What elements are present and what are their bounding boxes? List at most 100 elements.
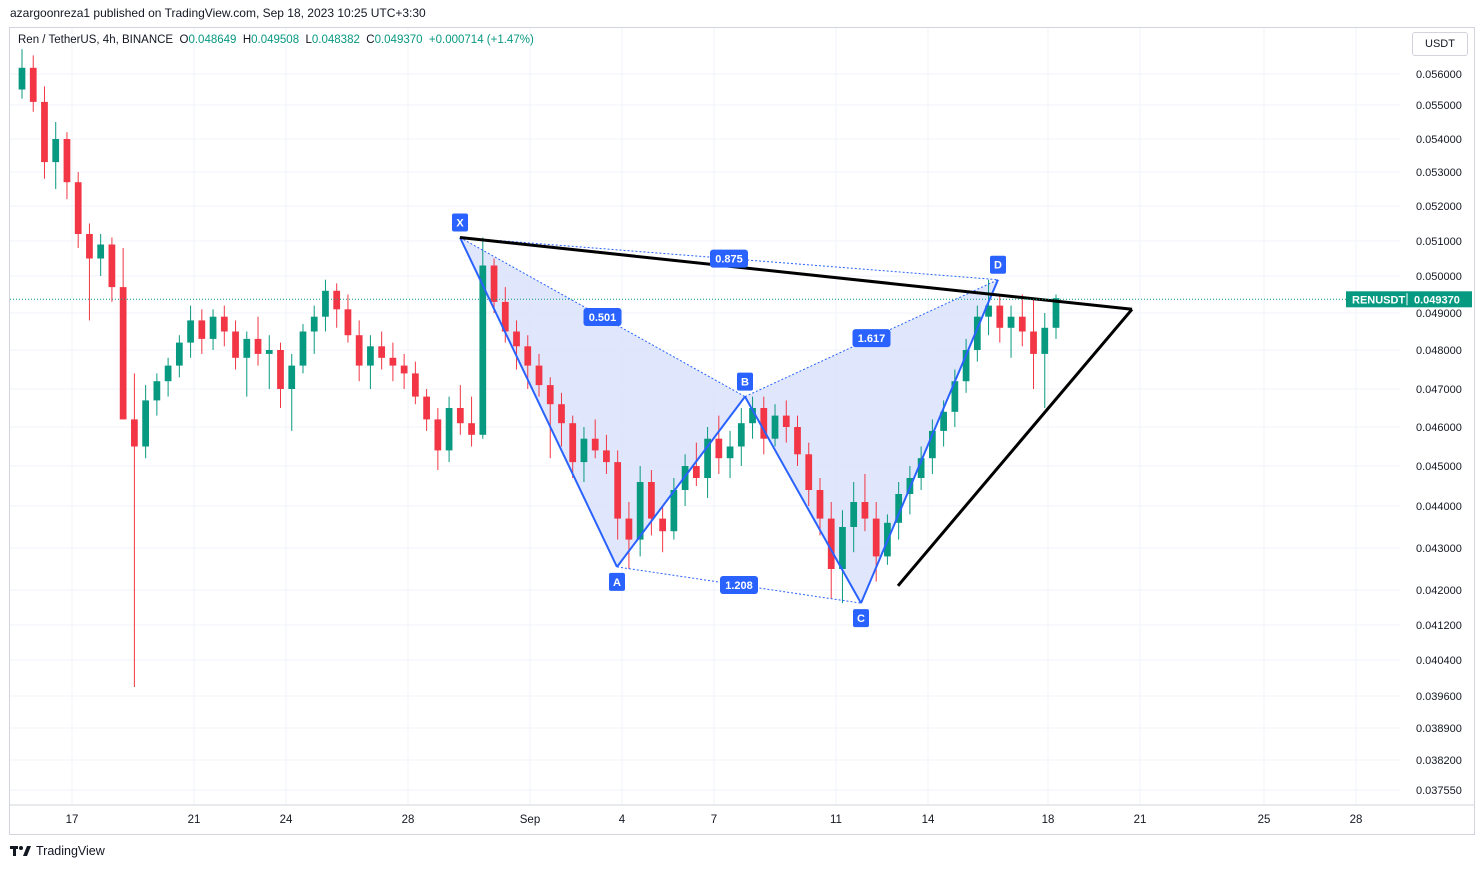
candle-body <box>704 438 711 478</box>
candle-body <box>996 305 1004 328</box>
candle-body <box>816 490 824 519</box>
open-label: O <box>179 34 189 46</box>
candle-body <box>52 139 60 163</box>
candle-body <box>760 408 768 439</box>
price-tick-label: 0.050000 <box>1416 271 1462 283</box>
candle-body <box>164 365 172 382</box>
ratio-label: 0.501 <box>589 312 617 324</box>
currency-button[interactable]: USDT <box>1412 32 1468 56</box>
candle-body <box>917 458 925 478</box>
candle-body <box>782 415 790 427</box>
bcd-triangle <box>745 279 998 604</box>
candle-body <box>490 265 498 302</box>
footer-brand: TradingView <box>36 844 105 858</box>
labels-overlay: RENUSDT 0.049370 X A B C D 0.875 0.501 1.617 1.208 <box>10 213 1472 628</box>
candle-body <box>41 101 48 163</box>
price-tick-label: 0.038200 <box>1416 755 1462 767</box>
candle-body <box>1041 327 1049 354</box>
candle-body <box>434 419 442 451</box>
trend-line <box>896 308 1134 587</box>
candle-body <box>1018 316 1026 332</box>
candle-body <box>220 316 228 332</box>
high-label: H <box>242 34 252 46</box>
pattern-point-label: X <box>456 218 464 230</box>
ratio-badge <box>710 249 748 268</box>
candle-body <box>737 423 745 447</box>
candle-body <box>501 301 509 332</box>
candle-body <box>749 408 756 424</box>
tradingview-icon <box>10 846 31 856</box>
open-value: 0.048649 <box>188 34 237 46</box>
candle-body <box>265 350 273 354</box>
candle-body <box>29 67 37 102</box>
candle-body <box>119 287 127 420</box>
candle-body <box>962 350 970 382</box>
pattern-point-label: D <box>994 260 1002 272</box>
candle-body <box>243 338 251 358</box>
candle-body <box>670 490 678 532</box>
ratio-line <box>459 237 746 398</box>
candle-body <box>973 316 981 350</box>
price-tick-label: 0.052000 <box>1416 201 1462 213</box>
pattern-point-label: B <box>741 377 749 389</box>
candle-body <box>97 244 105 259</box>
candle-body <box>569 423 577 463</box>
time-tick-label: 18 <box>1042 814 1055 826</box>
candle-body <box>254 338 262 354</box>
ratio-badge <box>720 576 758 595</box>
close-value: 0.049370 <box>374 34 423 46</box>
candle-body <box>322 290 329 317</box>
change-value: +0.000714 (+1.47%) <box>428 34 534 46</box>
grid-lines <box>10 28 1474 806</box>
low-label: L <box>305 34 312 46</box>
candle-body <box>861 502 869 519</box>
chart-frame <box>9 27 1475 835</box>
price-tick-label: 0.055000 <box>1416 100 1462 112</box>
candle-body <box>715 438 723 459</box>
candle-body <box>175 342 183 366</box>
time-tick-label: 28 <box>402 814 415 826</box>
candle-body <box>198 320 206 339</box>
candle-body <box>142 400 150 447</box>
candle-body <box>468 423 475 435</box>
candle-body <box>1030 331 1037 354</box>
candle-body <box>726 446 734 459</box>
symbol-legend: Ren / TetherUS, 4h, BINANCE O0.048649 H0… <box>18 34 534 46</box>
candle-body <box>681 466 689 490</box>
candle-body <box>299 331 307 366</box>
candle-body <box>456 408 464 424</box>
price-tick-label: 0.044000 <box>1416 501 1462 513</box>
price-tick-label: 0.051000 <box>1416 236 1462 248</box>
price-tick-label: 0.038900 <box>1416 723 1462 735</box>
close-label: C <box>366 34 375 46</box>
candle-body <box>232 331 239 358</box>
price-tick-label: 0.046000 <box>1416 422 1462 434</box>
candle-body <box>131 419 138 447</box>
price-axis: 0.056000 0.055000 0.054000 0.053000 0.052000… <box>1416 69 1462 797</box>
candle-body <box>74 182 82 234</box>
candle-body <box>310 316 318 332</box>
low-value: 0.048382 <box>311 34 360 46</box>
ratio-line <box>616 566 862 604</box>
time-tick-label: 7 <box>711 814 717 826</box>
time-tick-label: 21 <box>188 814 201 826</box>
candle-body <box>558 404 565 424</box>
time-tick-label: 14 <box>922 814 935 826</box>
pattern-point-label: A <box>613 577 621 589</box>
time-axis: 17 21 24 28 Sep 4 7 11 14 18 21 25 28 <box>66 814 1363 826</box>
time-tick-label: 24 <box>280 814 293 826</box>
time-tick-label: 11 <box>830 814 842 826</box>
pattern-point-label: C <box>857 613 865 625</box>
candle-body <box>940 411 947 431</box>
candle-body <box>479 265 487 435</box>
candle-body <box>636 482 644 540</box>
candle-body <box>580 438 588 463</box>
pattern-point-badge <box>609 572 625 591</box>
tradingview-logo[interactable]: TradingView <box>10 844 105 858</box>
candle-body <box>153 381 161 401</box>
candle-body <box>648 482 655 519</box>
candle-body <box>951 381 959 412</box>
price-tick-label: 0.047000 <box>1416 384 1462 396</box>
price-tick-label: 0.054000 <box>1416 134 1462 146</box>
